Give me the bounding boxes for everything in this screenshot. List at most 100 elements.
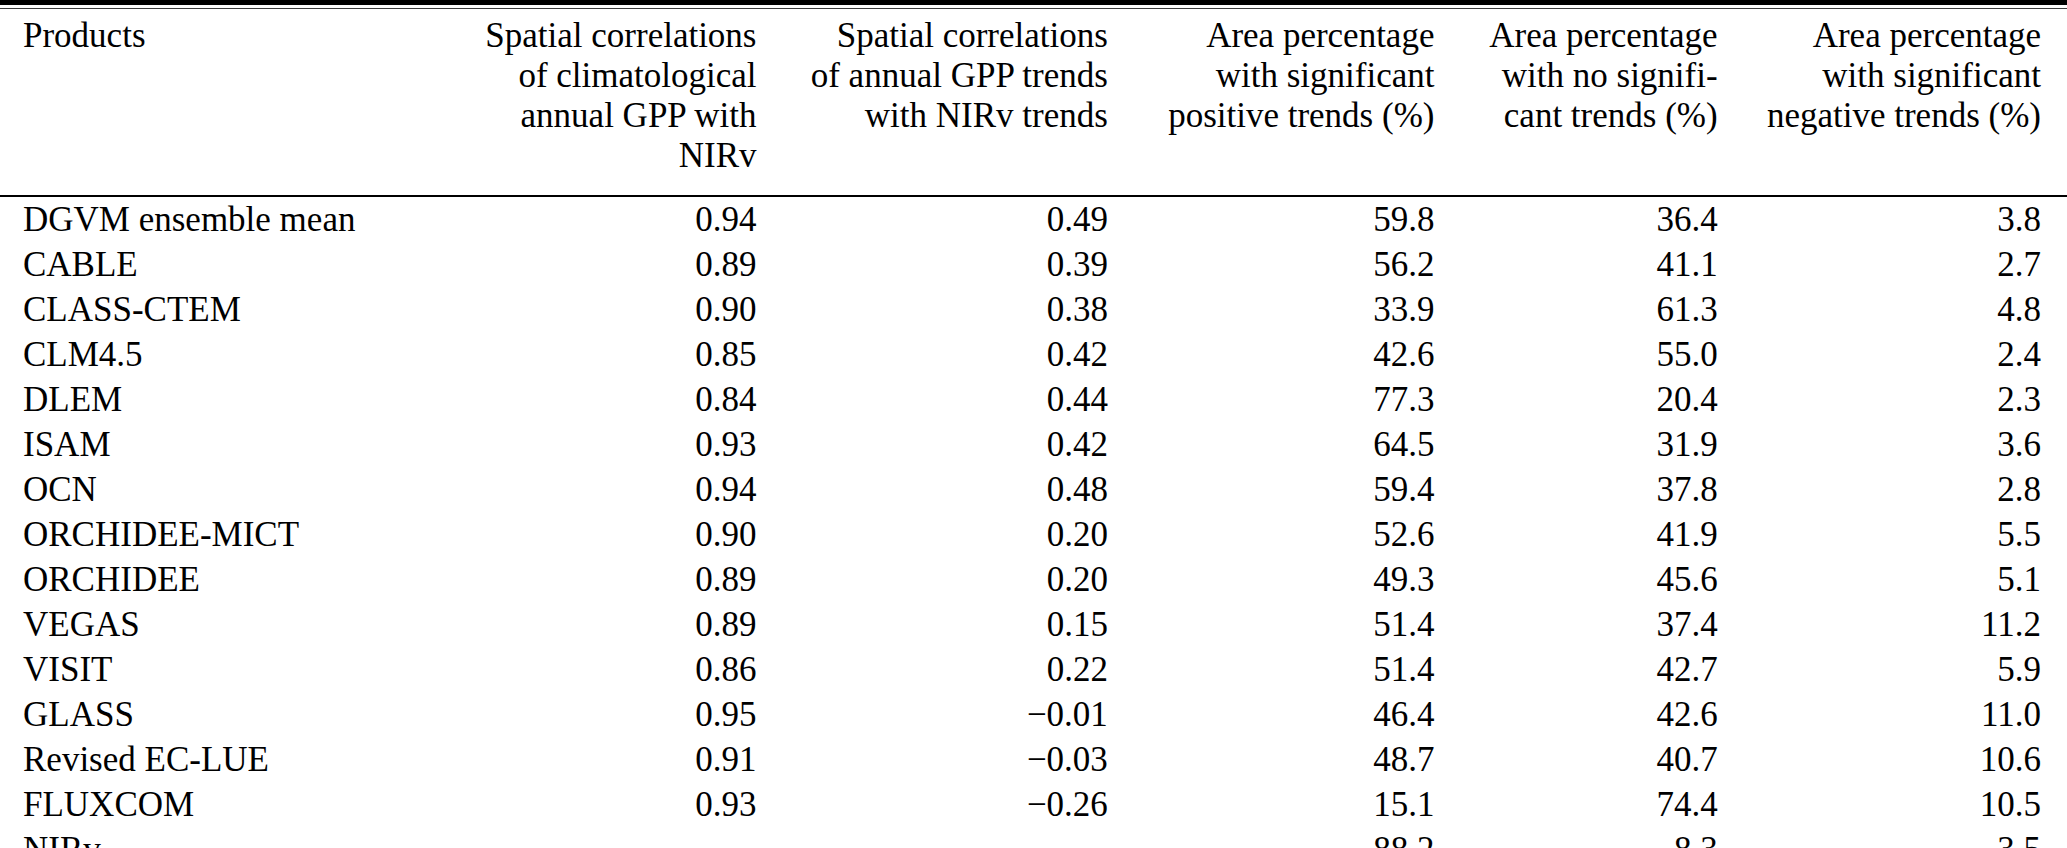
value-cell: 37.8 [1434, 467, 1717, 512]
table-top-thick-rule [0, 0, 2067, 5]
product-cell: GLASS [0, 692, 473, 737]
value-cell: 74.4 [1434, 782, 1717, 827]
value-cell: 15.1 [1108, 782, 1435, 827]
product-cell: FLUXCOM [0, 782, 473, 827]
value-cell: 41.1 [1434, 242, 1717, 287]
value-cell: 48.7 [1108, 737, 1435, 782]
value-cell: 0.38 [757, 287, 1108, 332]
value-cell: 3.6 [1718, 422, 2067, 467]
table-row: GLASS0.95−0.0146.442.611.0 [0, 692, 2067, 737]
value-cell: 3.5 [1718, 827, 2067, 848]
value-cell: 2.8 [1718, 467, 2067, 512]
table-row: CLM4.50.850.4242.655.02.4 [0, 332, 2067, 377]
value-cell: 77.3 [1108, 377, 1435, 422]
table-row: CLASS-CTEM0.900.3833.961.34.8 [0, 287, 2067, 332]
value-cell: 51.4 [1108, 602, 1435, 647]
product-cell: VEGAS [0, 602, 473, 647]
value-cell: 0.39 [757, 242, 1108, 287]
table-row: VEGAS0.890.1551.437.411.2 [0, 602, 2067, 647]
value-cell: 11.0 [1718, 692, 2067, 737]
value-cell: 3.8 [1718, 196, 2067, 242]
value-cell: 0.84 [473, 377, 756, 422]
data-table: Products Spatial correlations of climato… [0, 9, 2067, 848]
value-cell: 5.5 [1718, 512, 2067, 557]
value-cell: 2.7 [1718, 242, 2067, 287]
value-cell: 42.6 [1108, 332, 1435, 377]
value-cell: 0.94 [473, 196, 756, 242]
value-cell: 41.9 [1434, 512, 1717, 557]
table-row: OCN0.940.4859.437.82.8 [0, 467, 2067, 512]
value-cell: 0.20 [757, 557, 1108, 602]
value-cell: 10.5 [1718, 782, 2067, 827]
table-row: VISIT0.860.2251.442.75.9 [0, 647, 2067, 692]
column-header-spatial-corr-climatological: Spatial correlations of climatological a… [473, 9, 756, 196]
value-cell: 0.48 [757, 467, 1108, 512]
value-cell: 45.6 [1434, 557, 1717, 602]
product-cell: NIRv [0, 827, 473, 848]
product-cell: VISIT [0, 647, 473, 692]
value-cell: 0.42 [757, 332, 1108, 377]
value-cell: 59.4 [1108, 467, 1435, 512]
table-header: Products Spatial correlations of climato… [0, 9, 2067, 196]
table-body: DGVM ensemble mean0.940.4959.836.43.8CAB… [0, 196, 2067, 848]
value-cell: 0.93 [473, 782, 756, 827]
value-cell: 0.90 [473, 512, 756, 557]
value-cell: 0.86 [473, 647, 756, 692]
value-cell: 8.3 [1434, 827, 1717, 848]
value-cell: 88.2 [1108, 827, 1435, 848]
value-cell: 0.44 [757, 377, 1108, 422]
value-cell: 42.6 [1434, 692, 1717, 737]
product-cell: CLM4.5 [0, 332, 473, 377]
value-cell: 36.4 [1434, 196, 1717, 242]
value-cell: −0.01 [757, 692, 1108, 737]
product-cell: OCN [0, 467, 473, 512]
product-cell: ORCHIDEE [0, 557, 473, 602]
value-cell: 0.94 [473, 467, 756, 512]
value-cell: 52.6 [1108, 512, 1435, 557]
value-cell: 0.49 [757, 196, 1108, 242]
table-row: CABLE0.890.3956.241.12.7 [0, 242, 2067, 287]
value-cell: 0.85 [473, 332, 756, 377]
column-header-area-negative-trends: Area percentage with significant negativ… [1718, 9, 2067, 196]
value-cell: 56.2 [1108, 242, 1435, 287]
value-cell: 0.15 [757, 602, 1108, 647]
table-row: NIRv––88.28.33.5 [0, 827, 2067, 848]
value-cell: 0.91 [473, 737, 756, 782]
value-cell: 4.8 [1718, 287, 2067, 332]
value-cell: 2.3 [1718, 377, 2067, 422]
value-cell: 0.22 [757, 647, 1108, 692]
value-cell: 49.3 [1108, 557, 1435, 602]
value-cell: 40.7 [1434, 737, 1717, 782]
value-cell: 0.20 [757, 512, 1108, 557]
table-row: ORCHIDEE-MICT0.900.2052.641.95.5 [0, 512, 2067, 557]
value-cell: 51.4 [1108, 647, 1435, 692]
value-cell: 5.1 [1718, 557, 2067, 602]
value-cell: −0.26 [757, 782, 1108, 827]
value-cell: −0.03 [757, 737, 1108, 782]
table-row: DGVM ensemble mean0.940.4959.836.43.8 [0, 196, 2067, 242]
product-cell: CLASS-CTEM [0, 287, 473, 332]
column-header-spatial-corr-trends: Spatial correlations of annual GPP trend… [757, 9, 1108, 196]
value-cell: 59.8 [1108, 196, 1435, 242]
product-cell: ORCHIDEE-MICT [0, 512, 473, 557]
product-cell: DGVM ensemble mean [0, 196, 473, 242]
gpp-nirv-comparison-table: Products Spatial correlations of climato… [0, 0, 2067, 848]
value-cell: – [473, 827, 756, 848]
column-header-area-positive-trends: Area percentage with significant positiv… [1108, 9, 1435, 196]
product-cell: Revised EC-LUE [0, 737, 473, 782]
value-cell: 20.4 [1434, 377, 1717, 422]
value-cell: 0.89 [473, 557, 756, 602]
value-cell: – [757, 827, 1108, 848]
column-header-area-no-trends: Area percentage with no signifi- cant tr… [1434, 9, 1717, 196]
value-cell: 61.3 [1434, 287, 1717, 332]
value-cell: 55.0 [1434, 332, 1717, 377]
value-cell: 0.90 [473, 287, 756, 332]
value-cell: 0.89 [473, 242, 756, 287]
value-cell: 31.9 [1434, 422, 1717, 467]
header-row: Products Spatial correlations of climato… [0, 9, 2067, 196]
table-row: ISAM0.930.4264.531.93.6 [0, 422, 2067, 467]
value-cell: 0.42 [757, 422, 1108, 467]
table-row: FLUXCOM0.93−0.2615.174.410.5 [0, 782, 2067, 827]
value-cell: 5.9 [1718, 647, 2067, 692]
value-cell: 37.4 [1434, 602, 1717, 647]
